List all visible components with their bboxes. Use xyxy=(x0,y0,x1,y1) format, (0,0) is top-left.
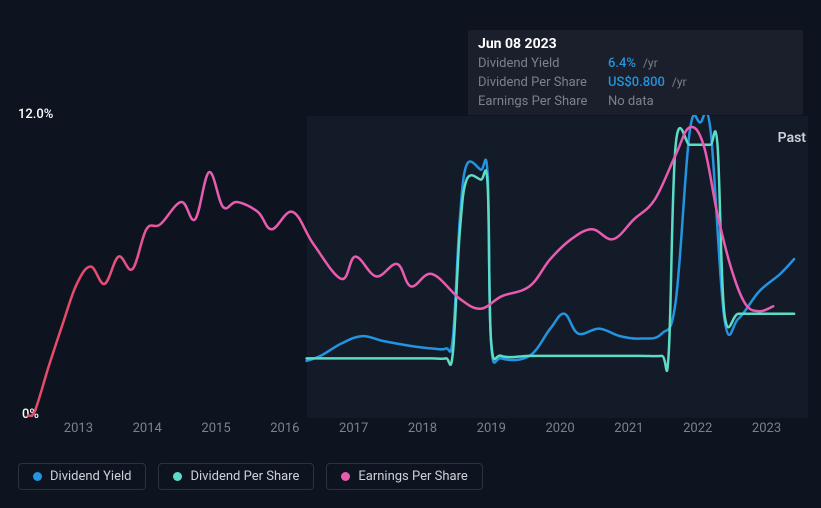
tooltip-row-value: US$0.800 /yr xyxy=(608,73,793,92)
x-axis-tick-label: 2014 xyxy=(113,421,182,436)
tooltip-row: Dividend Yield6.4% /yr xyxy=(478,54,793,73)
legend-label: Dividend Per Share xyxy=(190,469,299,484)
chart-plot-area xyxy=(28,120,808,418)
legend-item[interactable]: Dividend Per Share xyxy=(158,463,314,490)
series-line xyxy=(307,128,795,371)
x-axis-tick-label: 2013 xyxy=(44,421,113,436)
x-axis-tick-label: 2017 xyxy=(319,421,388,436)
legend-item[interactable]: Dividend Yield xyxy=(18,463,146,490)
x-axis-tick-label: 2021 xyxy=(595,421,664,436)
dividend-chart: Jun 08 2023 Dividend Yield6.4% /yrDivide… xyxy=(0,0,821,508)
legend-dot-icon xyxy=(33,472,42,481)
x-axis-labels: 2013201420152016201720182019202020212022… xyxy=(44,421,801,436)
legend-item[interactable]: Earnings Per Share xyxy=(326,463,482,490)
x-axis-tick-label: 2023 xyxy=(732,421,801,436)
tooltip-row-value: No data xyxy=(608,92,793,111)
tooltip-row-label: Dividend Per Share xyxy=(478,73,608,92)
tooltip-date: Jun 08 2023 xyxy=(478,36,793,52)
past-label: Past xyxy=(778,130,806,146)
x-axis-tick-label: 2020 xyxy=(526,421,595,436)
legend-dot-icon xyxy=(341,472,350,481)
tooltip-table: Dividend Yield6.4% /yrDividend Per Share… xyxy=(478,54,793,111)
legend-label: Dividend Yield xyxy=(50,469,131,484)
x-axis-tick-label: 2015 xyxy=(182,421,251,436)
chart-tooltip: Jun 08 2023 Dividend Yield6.4% /yrDivide… xyxy=(468,30,803,115)
x-axis-tick-label: 2016 xyxy=(250,421,319,436)
tooltip-row: Dividend Per ShareUS$0.800 /yr xyxy=(478,73,793,92)
legend-label: Earnings Per Share xyxy=(358,469,467,484)
chart-svg xyxy=(28,120,808,418)
tooltip-row-value: 6.4% /yr xyxy=(608,54,793,73)
legend-dot-icon xyxy=(173,472,182,481)
tooltip-row-label: Dividend Yield xyxy=(478,54,608,73)
tooltip-row: Earnings Per ShareNo data xyxy=(478,92,793,111)
x-axis-tick-label: 2019 xyxy=(457,421,526,436)
tooltip-row-label: Earnings Per Share xyxy=(478,92,608,111)
chart-legend: Dividend Yield Dividend Per Share Earnings… xyxy=(18,463,483,490)
x-axis-tick-label: 2022 xyxy=(663,421,732,436)
series-line xyxy=(28,127,773,416)
x-axis-tick-label: 2018 xyxy=(388,421,457,436)
